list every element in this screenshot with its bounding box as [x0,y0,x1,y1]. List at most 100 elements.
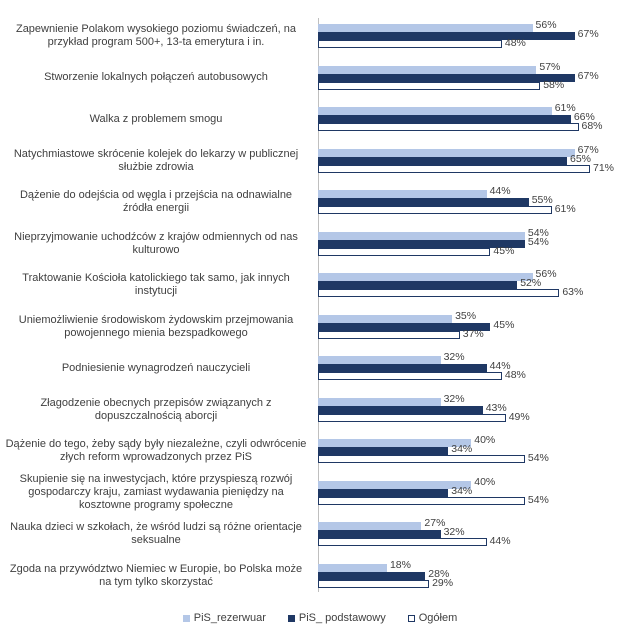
bar [318,571,426,580]
bar [318,40,502,48]
value-label: 68% [581,120,603,132]
bar [318,538,487,546]
value-label: 54% [527,226,549,239]
category-label: Dążenie do odejścia od węgla i przejścia… [19,189,293,214]
bar [318,439,472,447]
legend: PiS_rezerwuar PiS_ podstawowy Ogółem [0,612,640,624]
value-label: 54% [527,235,549,248]
bar [318,206,552,214]
bar [318,356,441,364]
category-label: Dążenie do tego, żeby sądy były niezależ… [5,438,307,463]
bar [318,330,460,339]
value-label: 71% [593,161,615,174]
legend-swatch [182,614,190,622]
value-label: 66% [573,111,595,123]
legend-label: PiS_ podstawowy [298,612,386,624]
value-label: 55% [531,194,553,206]
category-label: Stworzenie lokalnych połączeń autobusowy… [44,71,268,83]
legend-swatch [407,614,415,622]
value-label: 28% [428,567,450,580]
category-label: Zapewnienie Polakom wysokiego poziomu św… [15,23,297,48]
bar [318,247,491,256]
value-label: 67% [577,28,599,40]
value-label: 48% [504,369,526,381]
category-label: Złagodzenie obecnych przepisów związanyc… [40,396,272,422]
legend-item: PiS_ podstawowy [287,612,386,624]
value-label: 61% [554,203,576,215]
value-label: 67% [577,69,599,82]
category-axis [318,18,319,592]
bar [318,239,525,248]
bar [318,24,533,32]
value-label: 32% [443,392,465,405]
value-label: 44% [489,185,511,197]
bar [318,231,525,240]
bar [318,273,533,281]
bar [318,115,571,123]
bar [318,190,487,198]
value-label: 34% [451,443,473,455]
value-label: 34% [451,484,473,497]
value-label: 48% [504,37,526,49]
value-label: 40% [474,475,496,488]
category-label: Walka z problemem smogu [89,112,223,125]
bar [318,372,502,380]
bar [318,322,491,331]
value-label: 49% [508,410,530,423]
legend-item: Ogółem [407,612,458,624]
bar [318,563,387,572]
bar [318,488,449,497]
bar [318,32,575,40]
bar [318,413,506,422]
value-label: 45% [493,318,515,331]
value-label: 58% [543,78,565,91]
legend-label: Ogółem [418,612,458,624]
value-label: 29% [432,576,454,589]
value-label: 54% [527,452,549,464]
bar [318,447,449,455]
legend-label: PiS_rezerwuar [193,612,266,624]
value-label: 44% [489,360,511,372]
value-label: 61% [554,102,576,114]
value-label: 57% [539,60,561,73]
value-label: 54% [527,493,549,506]
value-label: 44% [489,535,511,547]
bar [318,164,590,173]
bar [318,314,453,323]
bar [318,107,552,115]
bar [318,496,525,505]
value-label: 32% [443,526,465,538]
bar [318,198,529,206]
value-label: 65% [570,152,592,165]
bar [318,480,472,489]
category-label: Traktowanie Kościoła katolickiego tak sa… [22,272,290,297]
bar [318,281,518,289]
bar [318,397,441,406]
category-label: Skupienie się na inwestycjach, które prz… [19,473,293,511]
value-label: 67% [577,143,599,156]
bar [318,579,430,588]
value-label: 32% [443,351,465,363]
value-label: 27% [424,517,446,529]
category-label: Podniesienie wynagrodzeń nauczycieli [61,361,251,374]
bar [318,73,575,82]
category-label: Natychmiastowe skrócenie kolejek do leka… [13,147,299,173]
bar [318,530,441,538]
bar [318,65,537,74]
value-label: 56% [535,19,557,31]
category-label: Uniemożliwienie środowiskom żydowskim pr… [18,313,294,339]
bar [318,522,422,530]
category-label: Zgoda na przywództwo Niemiec w Europie, … [9,562,303,588]
value-label: 56% [535,268,557,280]
bar [318,405,483,414]
value-label: 63% [562,286,584,298]
value-label: 40% [474,434,496,446]
value-label: 35% [455,309,477,322]
bar [318,364,487,372]
value-label: 52% [520,277,542,289]
bar [318,455,525,463]
value-label: 37% [462,327,484,340]
category-label: Nauka dzieci w szkołach, że wśród ludzi … [10,521,302,546]
bar [318,81,541,90]
